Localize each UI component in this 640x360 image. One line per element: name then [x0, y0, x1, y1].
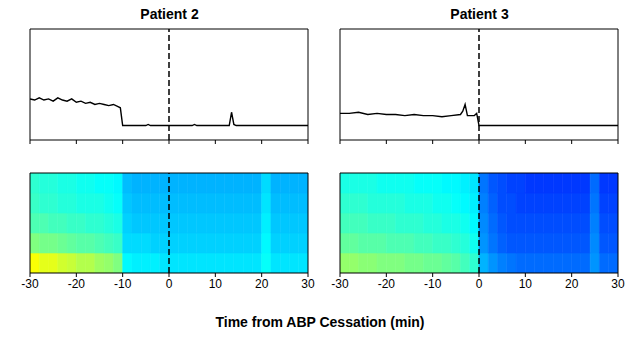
svg-text:-10: -10 [424, 277, 442, 291]
svg-text:-10: -10 [114, 277, 132, 291]
html-text:Patient 2: Patient 2 [140, 6, 199, 22]
svg-text:10: 10 [519, 277, 533, 291]
svg-text:20: 20 [565, 277, 579, 291]
html-text:Time from ABP Cessation (min): Time from ABP Cessation (min) [215, 314, 425, 330]
svg-text:-20: -20 [378, 277, 396, 291]
html-text:Patient 3: Patient 3 [450, 6, 509, 22]
svg-text:-20: -20 [68, 277, 86, 291]
svg-text:30: 30 [301, 277, 315, 291]
svg-text:-30: -30 [21, 277, 39, 291]
svg-text:0: 0 [476, 277, 483, 291]
svg-text:10: 10 [209, 277, 223, 291]
svg-text:30: 30 [611, 277, 625, 291]
svg-text:0: 0 [166, 277, 173, 291]
svg-text:20: 20 [255, 277, 269, 291]
svg-text:-30: -30 [331, 277, 349, 291]
